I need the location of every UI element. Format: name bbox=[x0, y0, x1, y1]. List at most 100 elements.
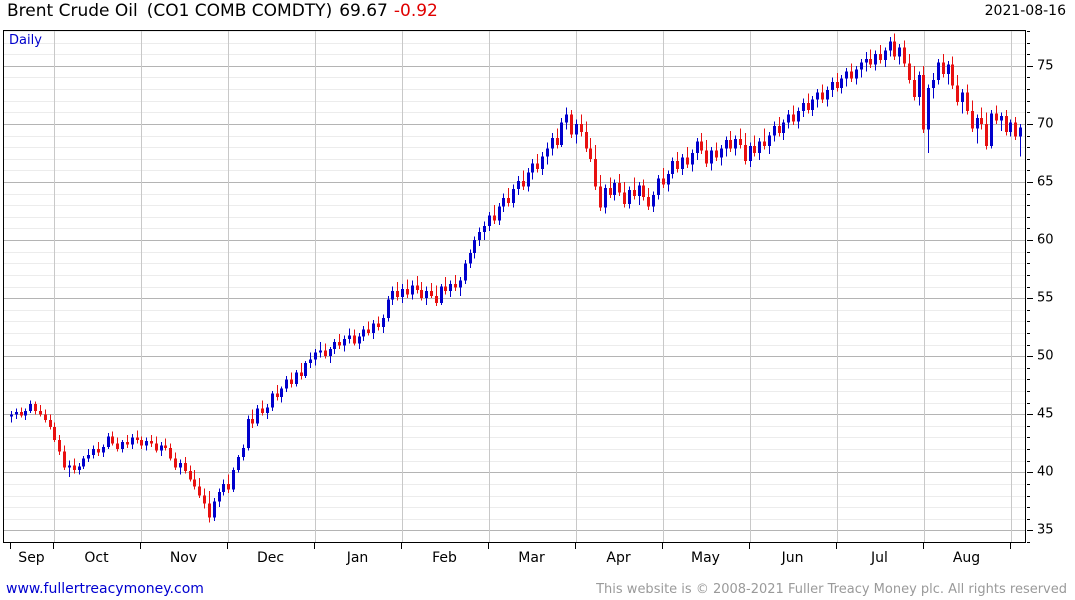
candle-body bbox=[937, 62, 940, 80]
candle-body bbox=[903, 47, 906, 64]
y-tick-label: 50 bbox=[1037, 348, 1054, 364]
x-tick-mark bbox=[488, 543, 489, 549]
y-tick-minor bbox=[1027, 519, 1030, 520]
candle-body bbox=[242, 447, 245, 458]
candle-body bbox=[541, 156, 544, 170]
candle-body bbox=[49, 420, 52, 428]
candle-body bbox=[778, 126, 781, 134]
candle-body bbox=[782, 122, 785, 134]
candle-body bbox=[290, 379, 293, 385]
candle-body bbox=[300, 372, 303, 376]
site-url[interactable]: www.fullertreacymoney.com bbox=[6, 581, 204, 597]
gridline-vertical bbox=[837, 31, 838, 542]
instrument-name: Brent Crude Oil bbox=[7, 1, 138, 21]
candle-body bbox=[551, 137, 554, 149]
x-tick-label: Jul bbox=[871, 550, 888, 566]
y-tick-minor bbox=[1027, 228, 1030, 229]
candle-body bbox=[908, 63, 911, 80]
gridline-vertical bbox=[924, 31, 925, 542]
y-tick-minor bbox=[1027, 391, 1030, 392]
y-tick-minor bbox=[1027, 333, 1030, 334]
candle-body bbox=[111, 436, 114, 444]
y-tick-major bbox=[1027, 472, 1033, 473]
candle-body bbox=[343, 338, 346, 346]
candle-body bbox=[160, 445, 163, 451]
candle-body bbox=[889, 41, 892, 51]
candle-body bbox=[657, 178, 660, 195]
candle-body bbox=[613, 183, 616, 195]
x-tick-mark bbox=[749, 543, 750, 549]
price-change: -0.92 bbox=[393, 1, 438, 21]
gridline-minor bbox=[4, 368, 1025, 369]
candle-body bbox=[454, 284, 457, 288]
gridline-minor bbox=[4, 310, 1025, 311]
candle-body bbox=[845, 71, 848, 79]
gridline-minor bbox=[4, 484, 1025, 485]
candle-body bbox=[893, 41, 896, 57]
candle-body bbox=[179, 463, 182, 468]
candle-body bbox=[193, 479, 196, 487]
candle-body bbox=[372, 323, 375, 333]
y-tick-minor bbox=[1027, 43, 1030, 44]
candlestick-series bbox=[10, 33, 1022, 523]
candle-body bbox=[78, 466, 81, 470]
candle-body bbox=[855, 69, 858, 79]
candle-body bbox=[39, 410, 42, 415]
candle-body bbox=[126, 442, 129, 445]
candle-body bbox=[623, 192, 626, 205]
candle-body bbox=[63, 451, 66, 468]
candle-body bbox=[140, 439, 143, 446]
candle-body bbox=[749, 145, 752, 162]
y-tick-major bbox=[1027, 66, 1033, 67]
x-tick-mark bbox=[10, 543, 11, 549]
candle-body bbox=[29, 403, 32, 411]
candle-body bbox=[116, 443, 119, 450]
y-tick-label: 35 bbox=[1037, 522, 1054, 538]
y-tick-minor bbox=[1027, 31, 1030, 32]
candle-body bbox=[367, 329, 370, 333]
candle-body bbox=[304, 363, 307, 376]
gridline-minor bbox=[4, 252, 1025, 253]
candle-body bbox=[860, 62, 863, 70]
candle-body bbox=[198, 486, 201, 496]
candle-body bbox=[922, 75, 925, 130]
candle-body bbox=[676, 161, 679, 170]
candle-body bbox=[314, 352, 317, 360]
candle-body bbox=[169, 447, 172, 459]
candle-body bbox=[430, 291, 433, 296]
y-tick-minor bbox=[1027, 275, 1030, 276]
gridline-minor bbox=[4, 345, 1025, 346]
candle-body bbox=[251, 418, 254, 424]
candle-body bbox=[15, 411, 18, 415]
y-tick-minor bbox=[1027, 170, 1030, 171]
candle-body bbox=[382, 317, 385, 328]
gridline-major bbox=[4, 182, 1025, 183]
candle-body bbox=[87, 454, 90, 459]
candle-body bbox=[483, 226, 486, 232]
candle-body bbox=[565, 114, 568, 123]
chart-plot-area[interactable]: Daily bbox=[3, 30, 1026, 543]
candle-body bbox=[599, 186, 602, 208]
candle-body bbox=[58, 439, 61, 452]
candle-body bbox=[942, 62, 945, 74]
gridline-minor bbox=[4, 136, 1025, 137]
x-tick-label: Jan bbox=[346, 550, 369, 566]
gridline-minor bbox=[4, 205, 1025, 206]
candle-body bbox=[20, 411, 23, 416]
y-tick-minor bbox=[1027, 310, 1030, 311]
candle-body bbox=[459, 280, 462, 288]
candle-body bbox=[464, 263, 467, 281]
candle-body bbox=[82, 458, 85, 467]
gridline-major bbox=[4, 298, 1025, 299]
candle-body bbox=[831, 82, 834, 91]
x-tick-mark bbox=[140, 543, 141, 549]
candle-body bbox=[633, 190, 636, 196]
chart-date: 2021-08-16 bbox=[984, 3, 1066, 19]
candle-body bbox=[131, 437, 134, 445]
candle-body bbox=[285, 379, 288, 389]
candle-body bbox=[208, 503, 211, 518]
candle-body bbox=[758, 141, 761, 153]
gridline-minor bbox=[4, 263, 1025, 264]
candle-body bbox=[232, 469, 235, 490]
